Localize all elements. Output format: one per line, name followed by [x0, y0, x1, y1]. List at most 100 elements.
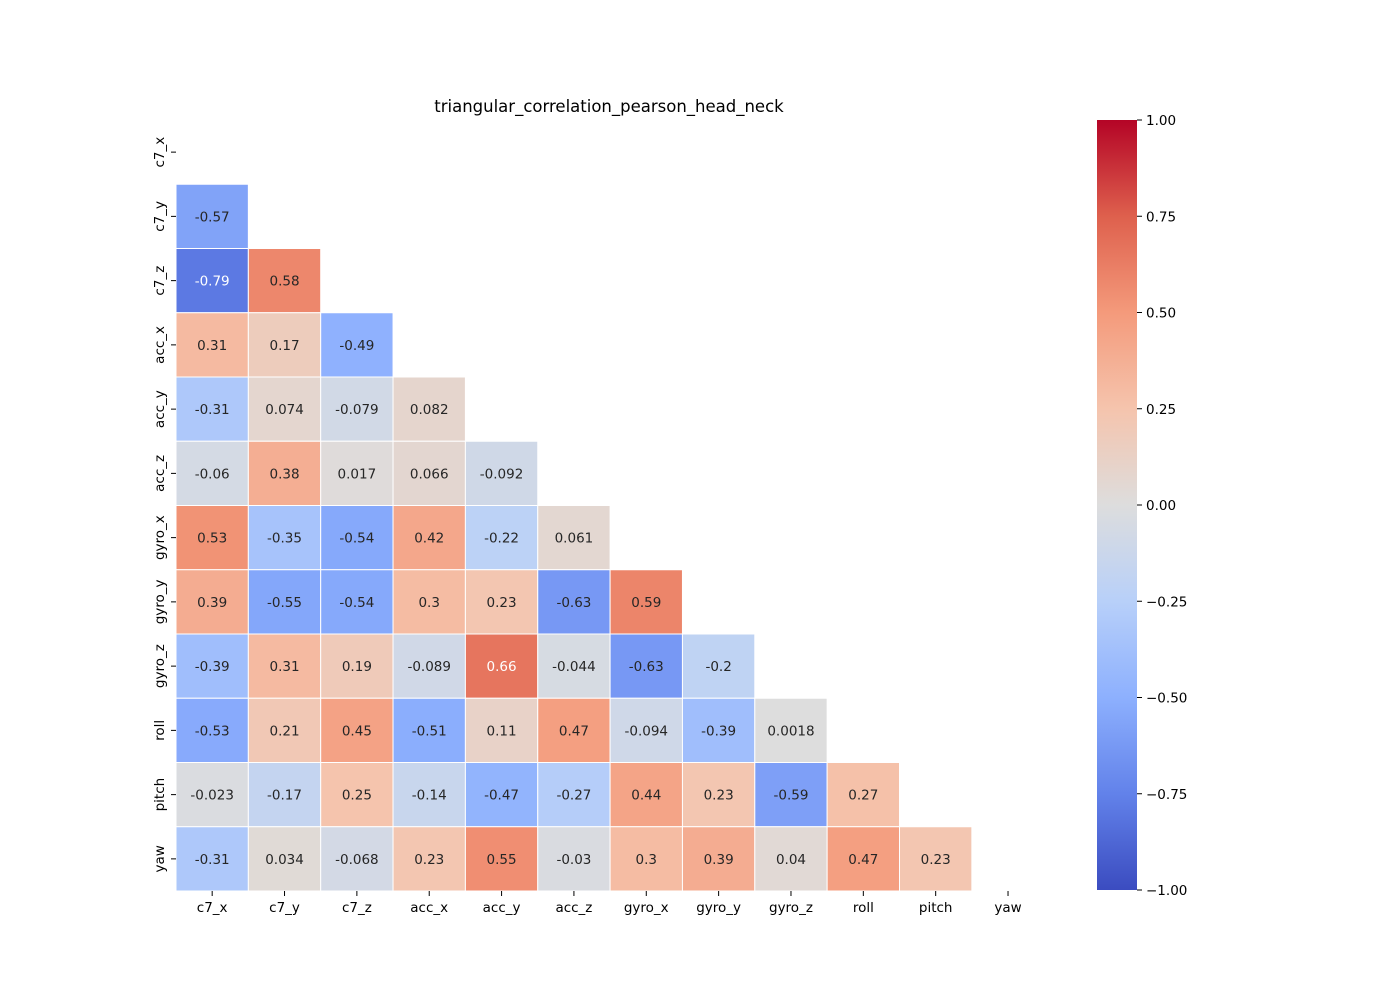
cell-value-label: -0.35	[267, 531, 302, 547]
cell-value-label: -0.06	[195, 466, 230, 482]
heatmap-cell	[320, 633, 394, 699]
cell-value-label: -0.54	[339, 595, 374, 611]
cell-value-label: -0.22	[484, 531, 519, 547]
cell-value-label: -0.14	[412, 788, 447, 804]
cell-value-label: -0.03	[556, 852, 591, 868]
y-tick-label: gyro_y	[152, 579, 168, 624]
cell-value-label: 0.21	[269, 723, 299, 739]
cell-value-label: 0.27	[848, 788, 878, 804]
heatmap-cell	[537, 697, 611, 763]
cell-value-label: 0.47	[848, 852, 878, 868]
heatmap-cell	[175, 697, 249, 763]
colorbar-tick-label: 0.25	[1146, 402, 1176, 418]
heatmap-cell	[175, 569, 249, 635]
heatmap-cell	[320, 762, 394, 828]
heatmap-cell	[175, 826, 249, 892]
cell-value-label: 0.31	[197, 338, 227, 354]
y-tick-label: roll	[152, 720, 168, 741]
heatmap-cell	[392, 762, 466, 828]
heatmap-cell	[175, 183, 249, 249]
y-tick-label: acc_x	[152, 326, 168, 364]
colorbar-tick-label: 0.00	[1146, 498, 1176, 514]
colorbar-tick-label: 1.00	[1146, 113, 1176, 129]
cell-value-label: -0.27	[556, 788, 591, 804]
cell-value-label: 0.034	[265, 852, 304, 868]
y-tick-label: acc_z	[152, 455, 168, 492]
heatmap-cell	[392, 697, 466, 763]
cell-value-label: -0.79	[195, 274, 230, 290]
heatmap-cell	[247, 440, 322, 506]
y-tick-label: pitch	[152, 778, 168, 812]
cell-value-label: 0.061	[555, 531, 594, 547]
chart-title: triangular_correlation_pearson_head_neck	[434, 97, 784, 117]
cell-value-label: 0.39	[704, 852, 734, 868]
heatmap-cell	[754, 762, 828, 828]
cell-value-label: 0.23	[487, 595, 517, 611]
cell-value-label: -0.079	[335, 402, 379, 418]
cell-value-label: 0.11	[487, 723, 517, 739]
cell-value-label: -0.023	[190, 788, 234, 804]
colorbar-tick-label: −0.75	[1146, 787, 1187, 803]
x-axis: c7_x c7_y c7_z acc_x acc_y acc_z gyro_x gyro_y g…	[197, 891, 1022, 916]
x-tick-label: acc_x	[410, 900, 448, 916]
cell-value-label: 0.23	[921, 852, 951, 868]
cell-value-label: 0.55	[487, 852, 517, 868]
x-tick-label: gyro_x	[624, 900, 669, 916]
cell-value-label: 0.25	[342, 788, 372, 804]
cell-value-label: 0.082	[410, 402, 449, 418]
colorbar-tick-label: −0.50	[1146, 691, 1187, 707]
colorbar: 1.00 0.75 0.50 0.25 0.00 −0.25 −0.50 −0.75 −1.00	[1097, 113, 1187, 899]
heatmap-cell	[537, 569, 611, 635]
cell-value-label: 0.04	[776, 852, 806, 868]
x-tick-label: pitch	[919, 900, 953, 916]
heatmap-cell	[609, 697, 683, 763]
y-tick-label: c7_y	[152, 201, 168, 232]
cell-value-label: 0.42	[414, 531, 444, 547]
cell-value-label: 0.23	[704, 788, 734, 804]
cell-value-label: 0.66	[487, 659, 517, 675]
cell-value-label: 0.3	[636, 852, 657, 868]
cell-value-label: 0.45	[342, 723, 372, 739]
cell-value-label: -0.044	[552, 659, 596, 675]
heatmap-cell	[247, 505, 322, 571]
heatmap-cell	[754, 826, 828, 892]
cell-value-label: -0.2	[705, 659, 731, 675]
heatmap-cell	[826, 762, 901, 828]
cell-value-label: 0.23	[414, 852, 444, 868]
cell-value-label: 0.31	[269, 659, 299, 675]
cell-value-label: -0.57	[195, 209, 230, 225]
x-tick-label: c7_y	[269, 900, 300, 916]
cell-value-label: -0.47	[484, 788, 519, 804]
colorbar-tick-label: 0.50	[1146, 306, 1176, 322]
heatmap-cell	[247, 376, 322, 442]
cell-value-label: -0.53	[195, 723, 230, 739]
cell-value-label: -0.39	[701, 723, 736, 739]
heatmap-cell	[247, 697, 322, 763]
heatmap-cells: -0.57 -0.79 0.58 0.31 0.17 -0.49 -0.31 0.074 -0.…	[175, 183, 973, 892]
heatmap-cell	[681, 762, 756, 828]
cell-value-label: 0.44	[631, 788, 661, 804]
y-tick-label: c7_z	[152, 266, 168, 296]
heatmap-cell	[175, 312, 249, 378]
x-tick-label: acc_z	[555, 900, 592, 916]
y-tick-label: gyro_z	[152, 644, 168, 688]
colorbar-tick-label: 0.75	[1146, 209, 1176, 225]
heatmap-cell	[175, 633, 249, 699]
cell-value-label: -0.51	[412, 723, 447, 739]
y-tick-label: yaw	[152, 845, 168, 872]
heatmap-cell	[464, 762, 539, 828]
heatmap-cell	[175, 248, 249, 314]
cell-value-label: -0.094	[625, 723, 669, 739]
heatmap-cell	[537, 762, 611, 828]
heatmap-cell	[247, 762, 322, 828]
heatmap-cell	[175, 762, 249, 828]
colorbar-tick-label: −1.00	[1146, 883, 1187, 899]
cell-value-label: -0.59	[774, 788, 809, 804]
cell-value-label: -0.39	[195, 659, 230, 675]
x-tick-label: gyro_z	[769, 900, 813, 916]
cell-value-label: -0.55	[267, 595, 302, 611]
cell-value-label: -0.31	[195, 402, 230, 418]
heatmap-cell	[537, 826, 611, 892]
y-tick-label: c7_x	[152, 137, 168, 168]
